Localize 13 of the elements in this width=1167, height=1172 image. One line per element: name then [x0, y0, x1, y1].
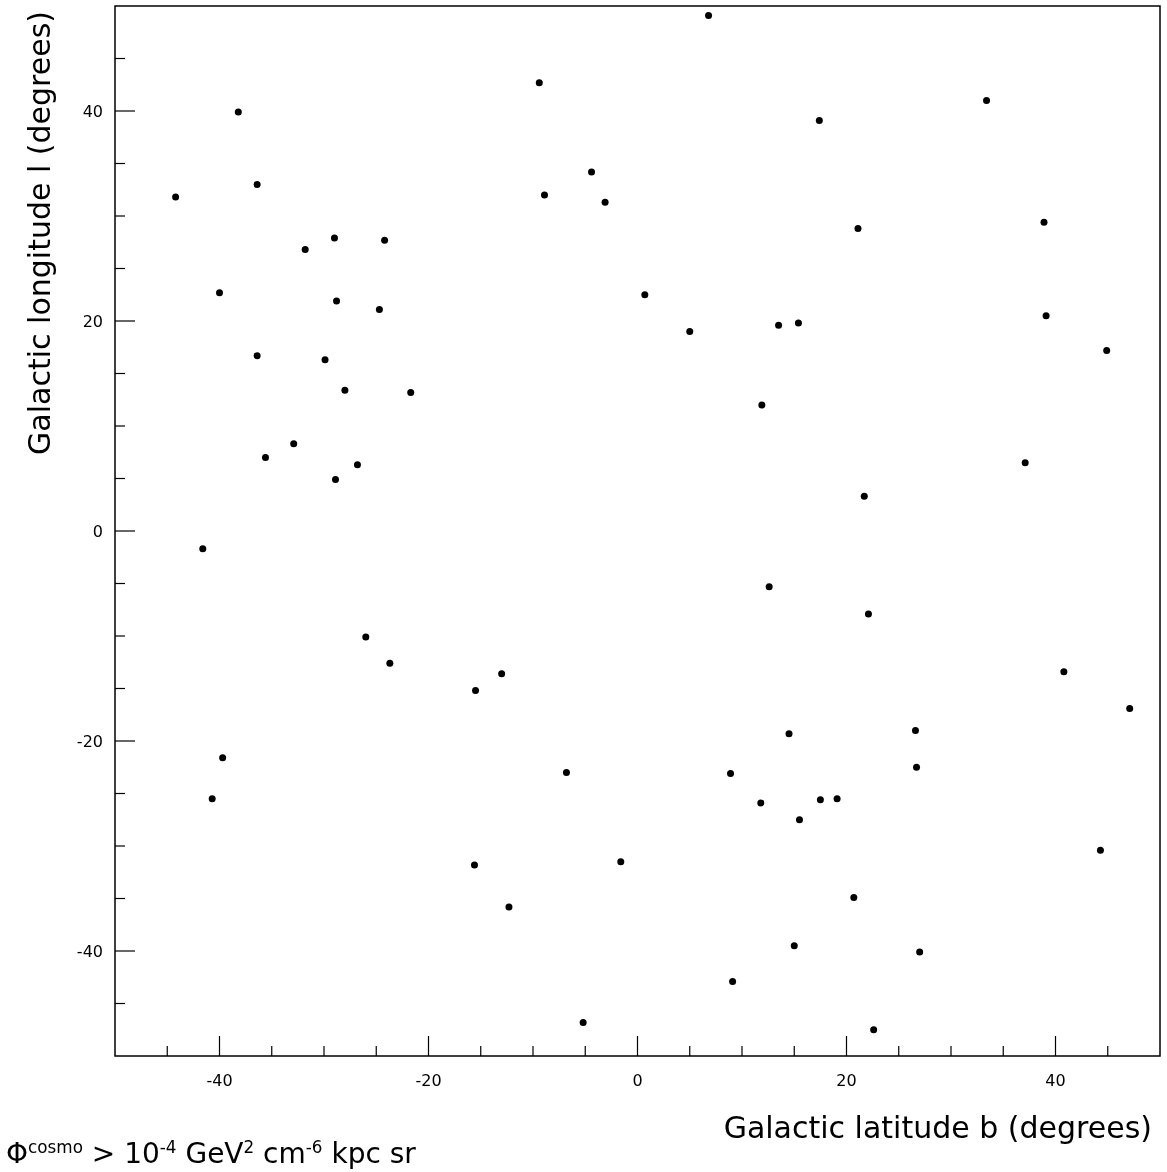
x-tick-label: -20 [415, 1071, 442, 1090]
y-tick-label: -20 [76, 732, 103, 751]
text: Φ$^{cosmo}$ > 10$^{-4}$ GeV$^{2}$ cm$^{-6}$ kpc sr [6, 1137, 416, 1170]
y-tick-label: 0 [92, 522, 103, 541]
y-tick-label: 20 [82, 312, 103, 331]
x-tick-label: -40 [206, 1071, 233, 1090]
y-tick-label: 40 [82, 102, 103, 121]
x-tick-label: 40 [1045, 1071, 1066, 1090]
y-axis-title: Galactic longitude l (degrees) [22, 11, 57, 455]
y-tick-label: -40 [76, 942, 103, 961]
x-axis-title: Galactic latitude b (degrees) [723, 1110, 1152, 1145]
x-tick-label: 0 [632, 1071, 643, 1090]
x-tick-label: 20 [836, 1071, 857, 1090]
